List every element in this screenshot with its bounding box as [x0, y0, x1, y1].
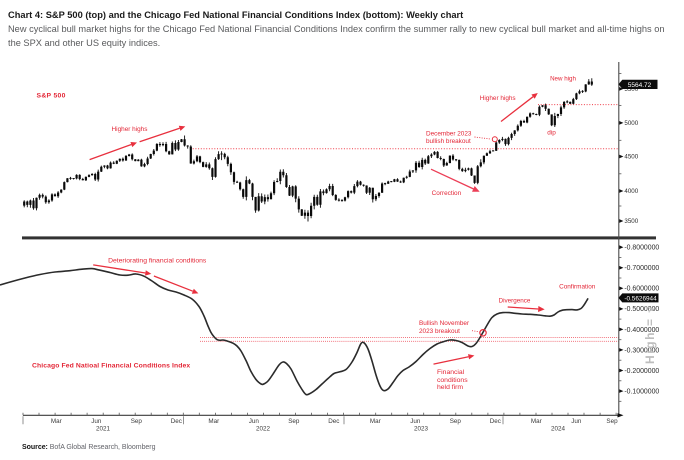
svg-text:Correction: Correction [432, 190, 462, 197]
svg-text:-0.1000000: -0.1000000 [624, 388, 659, 395]
svg-text:New high: New high [550, 75, 576, 82]
svg-text:December 2023: December 2023 [426, 130, 472, 137]
svg-text:Divergence: Divergence [499, 298, 531, 305]
svg-text:2021: 2021 [96, 426, 111, 433]
svg-text:held firm: held firm [437, 384, 463, 391]
svg-text:-0.8000000: -0.8000000 [624, 245, 659, 252]
svg-text:Financial: Financial [437, 369, 465, 376]
svg-text:5564.72: 5564.72 [628, 82, 652, 89]
svg-text:Chicago Fed Natioal Financial: Chicago Fed Natioal Financial Conditions… [32, 362, 190, 369]
svg-text:Mar: Mar [531, 418, 542, 425]
svg-text:Mar: Mar [208, 418, 219, 425]
svg-text:Sep: Sep [131, 418, 143, 425]
svg-text:Dec: Dec [328, 418, 339, 425]
svg-text:-0.6000000: -0.6000000 [624, 286, 659, 293]
svg-text:Jun: Jun [249, 418, 260, 425]
svg-text:2023 breakout: 2023 breakout [419, 328, 460, 335]
svg-text:-0.2000000: -0.2000000 [624, 368, 659, 375]
svg-text:5000: 5000 [624, 120, 638, 127]
svg-text:Sep: Sep [606, 418, 618, 425]
svg-text:4000: 4000 [624, 188, 638, 195]
svg-text:2024: 2024 [551, 426, 566, 433]
svg-text:Jun: Jun [410, 418, 421, 425]
svg-text:4500: 4500 [624, 154, 638, 161]
svg-text:Bullish November: Bullish November [419, 320, 470, 327]
svg-text:Higher highs: Higher highs [112, 126, 148, 133]
svg-text:Jun: Jun [571, 418, 582, 425]
svg-text:Dec: Dec [490, 418, 501, 425]
svg-text:dip: dip [547, 129, 556, 136]
svg-text:2023: 2023 [414, 426, 429, 433]
svg-text:-0.5626944: -0.5626944 [624, 296, 657, 303]
svg-text:5500: 5500 [624, 86, 638, 93]
svg-text:-0.5000000: -0.5000000 [624, 306, 659, 313]
svg-text:Confirmation: Confirmation [559, 284, 596, 291]
svg-text:conditions: conditions [437, 377, 468, 384]
svg-text:Sep: Sep [288, 418, 300, 425]
svg-text:Dec: Dec [171, 418, 182, 425]
svg-text:-0.4000000: -0.4000000 [624, 327, 659, 334]
svg-text:High = √: High = √ [643, 304, 657, 364]
svg-text:Mar: Mar [370, 418, 381, 425]
svg-text:bullish breakout: bullish breakout [426, 138, 471, 145]
svg-text:Sep: Sep [450, 418, 462, 425]
svg-text:2022: 2022 [256, 426, 271, 433]
svg-text:Higher highs: Higher highs [480, 95, 516, 102]
svg-text:Jun: Jun [91, 418, 102, 425]
svg-text:S&P 500: S&P 500 [37, 92, 66, 99]
svg-text:-0.7000000: -0.7000000 [624, 265, 659, 272]
svg-text:-0.3000000: -0.3000000 [624, 347, 659, 354]
svg-text:Deteriorating financial condit: Deteriorating financial conditions [108, 257, 207, 264]
svg-text:Mar: Mar [51, 418, 62, 425]
svg-text:3500: 3500 [624, 218, 638, 225]
